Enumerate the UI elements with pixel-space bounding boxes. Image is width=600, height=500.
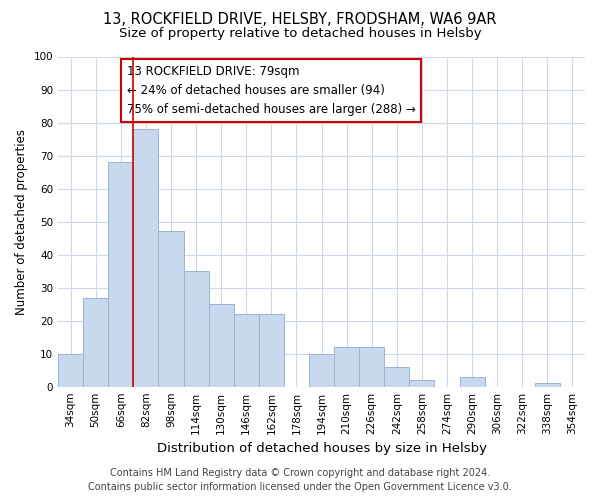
Bar xyxy=(409,380,434,386)
Bar xyxy=(359,347,384,387)
Bar xyxy=(535,384,560,386)
Bar xyxy=(259,314,284,386)
X-axis label: Distribution of detached houses by size in Helsby: Distribution of detached houses by size … xyxy=(157,442,487,455)
Bar xyxy=(334,347,359,387)
Bar xyxy=(209,304,233,386)
Bar xyxy=(460,377,485,386)
Bar xyxy=(384,367,409,386)
Bar xyxy=(309,354,334,386)
Bar xyxy=(58,354,83,386)
Bar xyxy=(83,298,108,386)
Bar xyxy=(108,162,133,386)
Text: Contains HM Land Registry data © Crown copyright and database right 2024.
Contai: Contains HM Land Registry data © Crown c… xyxy=(88,468,512,492)
Bar xyxy=(184,271,209,386)
Bar xyxy=(133,129,158,386)
Text: 13 ROCKFIELD DRIVE: 79sqm
← 24% of detached houses are smaller (94)
75% of semi-: 13 ROCKFIELD DRIVE: 79sqm ← 24% of detac… xyxy=(127,65,415,116)
Text: Size of property relative to detached houses in Helsby: Size of property relative to detached ho… xyxy=(119,28,481,40)
Bar xyxy=(158,232,184,386)
Y-axis label: Number of detached properties: Number of detached properties xyxy=(15,128,28,314)
Bar xyxy=(233,314,259,386)
Text: 13, ROCKFIELD DRIVE, HELSBY, FRODSHAM, WA6 9AR: 13, ROCKFIELD DRIVE, HELSBY, FRODSHAM, W… xyxy=(103,12,497,28)
